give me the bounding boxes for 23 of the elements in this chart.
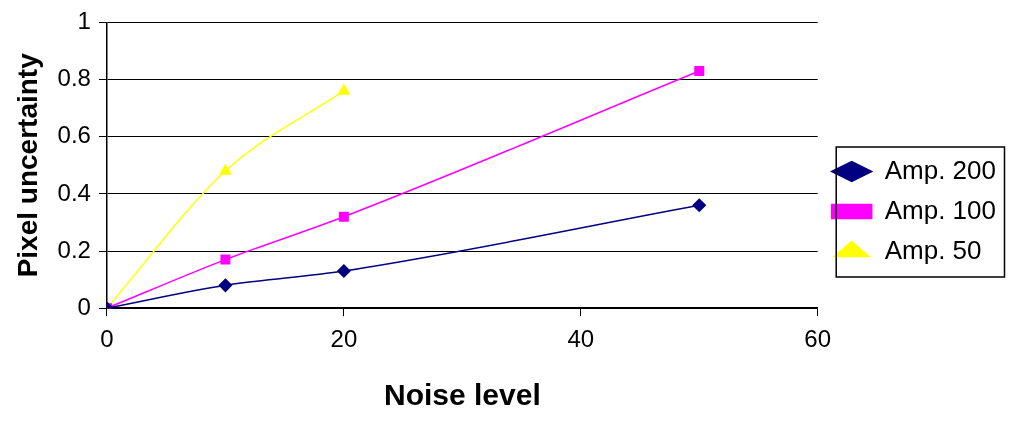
- y-tick-label: 0.8: [57, 64, 91, 92]
- point: [337, 84, 350, 95]
- legend-label: Amp. 100: [884, 194, 997, 225]
- y-tick-label: 0.2: [57, 235, 91, 263]
- x-axis-title: Noise level: [383, 378, 541, 412]
- legend-label: Amp. 200: [884, 154, 997, 185]
- point: [337, 264, 351, 278]
- point: [692, 198, 707, 213]
- y-tick-label: 0.4: [57, 178, 91, 206]
- x-tick-label: 60: [804, 325, 832, 353]
- y-tick-label: 0: [77, 292, 91, 320]
- point: [694, 65, 705, 76]
- y-axis-title: Pixel uncertainty: [11, 52, 43, 278]
- point: [218, 278, 233, 293]
- x-tick-label: 0: [100, 325, 114, 353]
- legend-label: Amp. 50: [884, 234, 982, 265]
- x-tick-label: 40: [567, 325, 595, 353]
- y-tick-label: 1: [77, 7, 91, 35]
- x-tick-label: 20: [330, 325, 358, 353]
- point: [220, 254, 231, 265]
- point: [219, 164, 232, 175]
- y-tick-label: 0.6: [57, 121, 91, 149]
- point: [338, 211, 349, 222]
